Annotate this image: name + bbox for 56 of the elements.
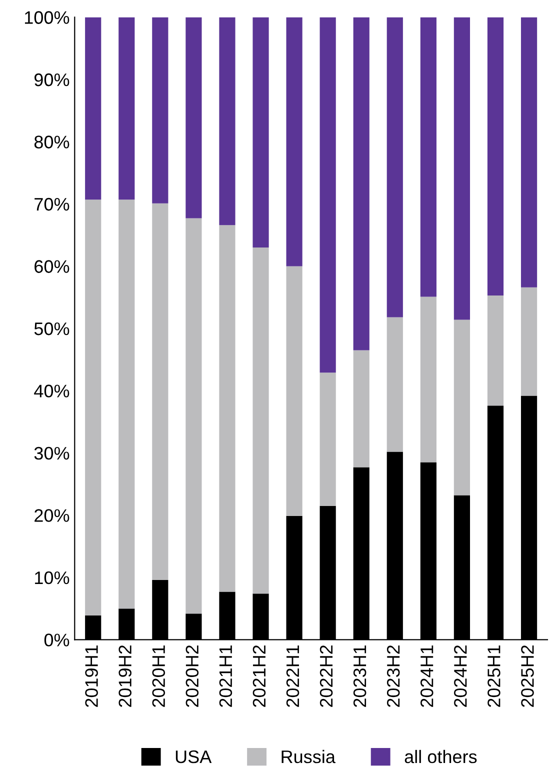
bar bbox=[386, 17, 403, 318]
y-tick-label: 80% bbox=[34, 136, 70, 148]
x-tick-label: 2019H1 bbox=[85, 645, 98, 707]
bar bbox=[118, 200, 135, 609]
y-tick-label: 10% bbox=[35, 571, 70, 584]
bar bbox=[252, 248, 269, 594]
y-tick-label: 100% bbox=[24, 11, 70, 24]
legend-label: Russia bbox=[282, 750, 336, 764]
x-tick-label: 2021H2 bbox=[252, 645, 266, 707]
bar bbox=[487, 17, 504, 296]
bar bbox=[286, 266, 302, 516]
bar bbox=[186, 17, 202, 218]
y-tick-label: 20% bbox=[34, 509, 70, 522]
legend-label: USA bbox=[176, 750, 212, 764]
legend-label: all others bbox=[404, 750, 477, 764]
x-tick-label: 2020H1 bbox=[152, 645, 166, 707]
y-tick-label: 0% bbox=[44, 634, 70, 646]
y-tick-label: 60% bbox=[34, 260, 70, 273]
x-tick-label: 2025H1 bbox=[488, 645, 500, 707]
bar bbox=[487, 295, 504, 406]
bar bbox=[85, 200, 102, 616]
bar bbox=[320, 372, 336, 506]
bar bbox=[320, 17, 336, 373]
x-tick-label: 2020H2 bbox=[186, 645, 199, 707]
bar bbox=[420, 296, 436, 462]
bar bbox=[286, 17, 302, 266]
y-tick-label: 50% bbox=[34, 322, 70, 336]
y-tick-label: 90% bbox=[34, 73, 70, 86]
bar bbox=[454, 320, 470, 496]
bar bbox=[186, 218, 202, 614]
bar bbox=[353, 350, 370, 468]
x-tick-label: 2022H1 bbox=[286, 645, 300, 707]
x-tick-label: 2022H2 bbox=[320, 645, 333, 707]
x-tick-label: 2019H2 bbox=[118, 645, 132, 707]
bar bbox=[118, 17, 135, 200]
bar bbox=[152, 203, 168, 580]
bar bbox=[219, 225, 236, 592]
x-tick-label: 2021H1 bbox=[219, 645, 232, 707]
x-tick-label: 2023H2 bbox=[386, 645, 400, 707]
bar bbox=[252, 17, 269, 248]
bar bbox=[520, 287, 538, 396]
x-tick-label: 2023H1 bbox=[353, 645, 366, 707]
bar bbox=[85, 17, 102, 200]
x-tick-label: 2024H1 bbox=[420, 645, 434, 707]
bar bbox=[454, 17, 470, 320]
bar bbox=[219, 17, 236, 226]
x-tick-label: 2025H2 bbox=[521, 645, 534, 707]
bar bbox=[152, 17, 168, 204]
y-tick-label: 30% bbox=[34, 446, 70, 460]
y-tick-label: 70% bbox=[34, 198, 70, 211]
bar bbox=[520, 17, 538, 288]
y-tick-label: 40% bbox=[34, 384, 70, 398]
x-tick-label: 2024H2 bbox=[454, 645, 467, 707]
bar bbox=[353, 17, 370, 350]
bar bbox=[420, 17, 436, 297]
bar bbox=[386, 317, 403, 452]
